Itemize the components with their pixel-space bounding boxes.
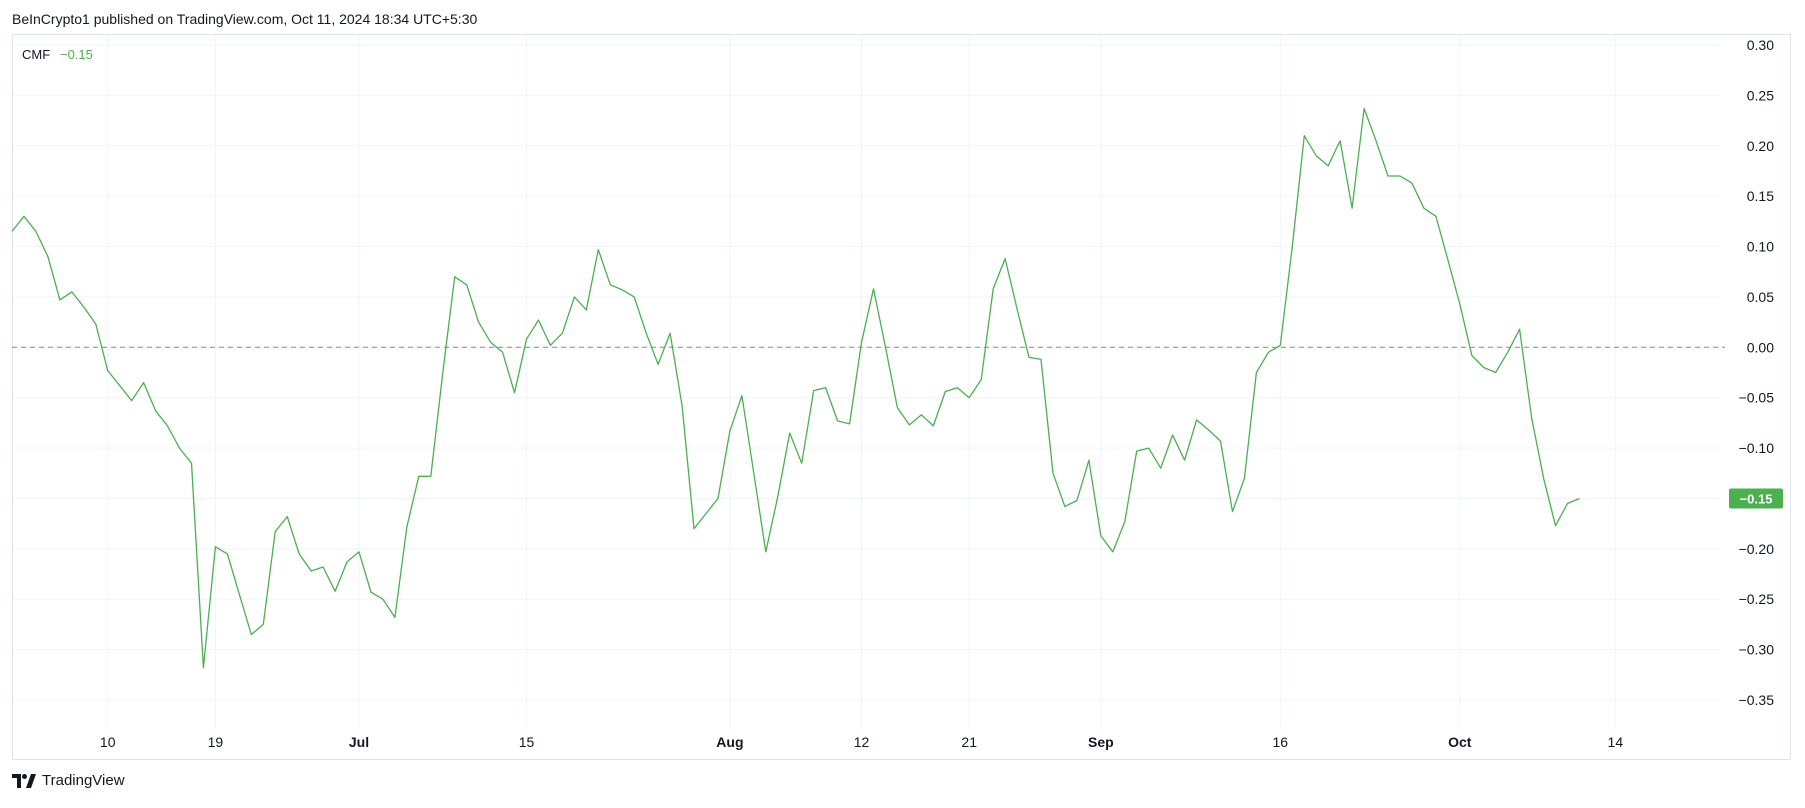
tradingview-logo-icon: [12, 773, 36, 788]
grid: [12, 35, 1720, 730]
brand-footer[interactable]: TradingView: [12, 772, 125, 789]
brand-name: TradingView: [42, 772, 125, 789]
y-tick-label: 0.20: [1747, 138, 1774, 154]
indicator-name: CMF: [22, 47, 50, 62]
y-axis[interactable]: 0.30 0.25 0.20 0.15 0.10 0.05 0.00 −0.05 −0.10 −0…: [1739, 37, 1775, 708]
x-axis[interactable]: 10 19 Jul 15 Aug 12 21 Sep 16 Oct 14: [100, 734, 1623, 750]
legend[interactable]: CMF −0.15: [22, 47, 93, 62]
y-tick-label: −0.25: [1739, 591, 1775, 607]
y-tick-label: 0.25: [1747, 87, 1774, 103]
x-tick-label: Sep: [1088, 734, 1114, 750]
y-tick-label: −0.20: [1739, 541, 1775, 557]
publish-info: BeInCrypto1 published on TradingView.com…: [12, 11, 478, 27]
y-tick-label: −0.10: [1739, 440, 1775, 456]
y-tick-label: 0.05: [1747, 289, 1774, 305]
cmf-series: [11, 107, 1580, 669]
y-tick-label: −0.35: [1739, 692, 1775, 708]
y-tick-label: −0.05: [1739, 390, 1775, 406]
plot-border: [12, 34, 1791, 760]
last-value-badge: −0.15: [1729, 488, 1783, 509]
x-tick-label: 21: [961, 734, 977, 750]
x-tick-label: Jul: [349, 734, 369, 750]
y-tick-label: 0.00: [1747, 339, 1774, 355]
y-tick-label: 0.30: [1747, 37, 1774, 53]
y-tick-label: 0.10: [1747, 239, 1774, 255]
y-tick-label: 0.15: [1747, 188, 1774, 204]
x-tick-label: 15: [519, 734, 535, 750]
y-tick-label: −0.30: [1739, 642, 1775, 658]
x-tick-label: Oct: [1448, 734, 1472, 750]
x-tick-label: 19: [208, 734, 224, 750]
cmf-line: [11, 107, 1580, 669]
x-tick-label: 12: [854, 734, 870, 750]
x-tick-label: 14: [1608, 734, 1624, 750]
last-value-badge-bg: [1729, 488, 1783, 509]
x-tick-label: 16: [1273, 734, 1289, 750]
indicator-value: −0.15: [60, 47, 93, 62]
x-tick-label: 10: [100, 734, 116, 750]
last-value-label: −0.15: [1740, 491, 1773, 506]
x-tick-label: Aug: [716, 734, 743, 750]
